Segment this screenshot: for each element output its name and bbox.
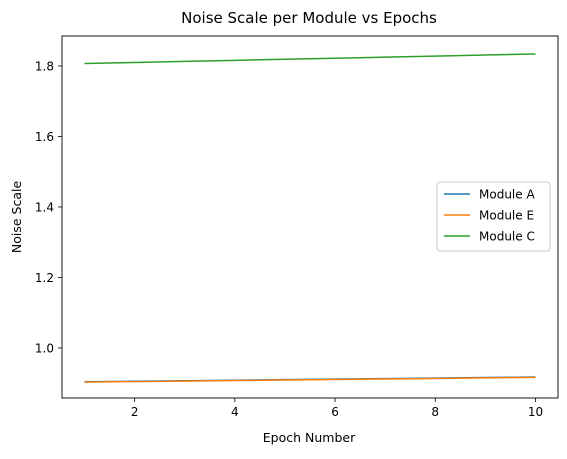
- series-line-module-e: [84, 376, 536, 383]
- y-axis-label: Noise Scale: [9, 181, 24, 254]
- x-axis-ticks: 2 4 6 8 10: [131, 398, 543, 419]
- legend-label-module-c: Module C: [479, 230, 535, 244]
- legend-label-module-a: Module A: [479, 188, 535, 202]
- x-tick-label: 6: [331, 405, 339, 419]
- y-tick-label: 1.2: [35, 271, 54, 285]
- y-axis-ticks: 1.0 1.2 1.4 1.6 1.8: [35, 59, 62, 355]
- x-tick-label: 4: [231, 405, 239, 419]
- plot-frame: [61, 35, 559, 399]
- y-tick-label: 1.6: [35, 130, 54, 144]
- x-axis-label: Epoch Number: [263, 430, 356, 445]
- series-layer: [84, 53, 536, 383]
- x-tick-label: 10: [528, 405, 543, 419]
- x-tick-label: 2: [131, 405, 139, 419]
- legend-label-module-e: Module E: [479, 209, 534, 223]
- y-tick-label: 1.4: [35, 200, 54, 214]
- legend-box: [436, 181, 551, 252]
- y-tick-label: 1.8: [35, 59, 54, 73]
- y-tick-label: 1.0: [35, 341, 54, 355]
- legend: Module A Module E Module C: [436, 181, 551, 252]
- series-line-module-c: [84, 53, 536, 65]
- chart-title: Noise Scale per Module vs Epochs: [181, 9, 437, 27]
- x-tick-label: 8: [431, 405, 439, 419]
